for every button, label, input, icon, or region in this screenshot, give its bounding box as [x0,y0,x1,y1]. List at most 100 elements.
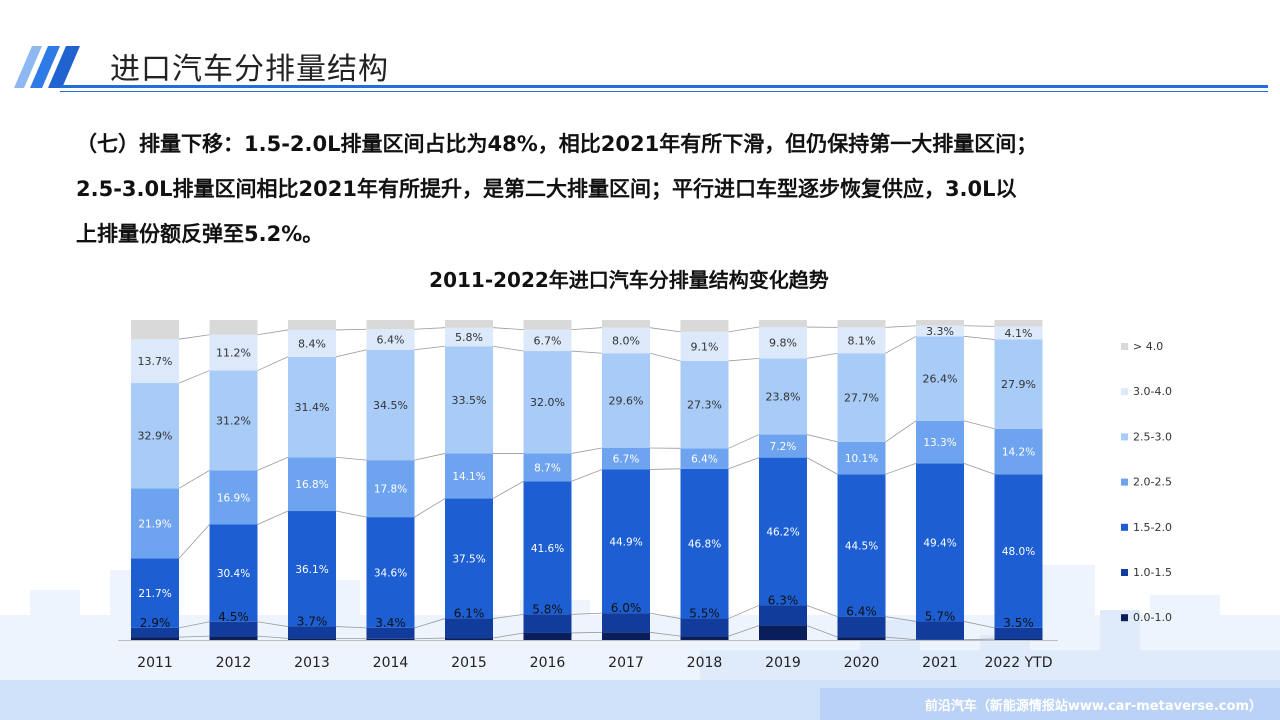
summary-line-1: （七）排量下移：1.5-2.0L排量区间占比为48%，相比2021年有所下滑，但… [76,132,1038,156]
data-labels: 2.9% 21.7% 21.9% 32.9% 13.7% 4.5% 30.4% 16.9% 31… [138,325,1036,630]
bar-segment [445,453,493,499]
data-label: 3.3% [926,325,954,338]
bar-segment [759,327,807,359]
data-label: 49.4% [923,537,956,549]
bar-segment [445,327,493,347]
connector-line [335,349,367,358]
bar-segment [602,448,650,470]
bar-segment [680,360,729,449]
connector-line [257,635,289,639]
bar-segment [445,618,493,639]
connector-line [649,352,681,362]
connector-line [414,498,446,518]
connector-line [885,325,917,328]
data-label: 5.8% [455,331,483,344]
connector-line [492,480,524,499]
bar-segment [759,434,807,458]
bar-segment [837,474,886,617]
x-tick-label: 2016 [530,655,566,671]
data-label: 6.7% [613,454,640,466]
connector-line [963,462,995,475]
connector-line [885,335,917,354]
legend-swatch [1121,569,1128,576]
header-rule-thin [60,91,1268,92]
bar-segment [288,638,336,640]
connector-line [178,524,210,559]
data-label: 27.7% [844,392,879,405]
data-label: 21.7% [138,588,171,600]
data-label: 5.8% [532,602,563,616]
data-label: 8.4% [298,337,326,350]
data-label: 21.9% [138,518,171,530]
connector-line [178,470,210,489]
bar-segment [602,613,650,633]
connector-line [806,434,838,443]
connector-line [728,625,760,637]
summary-line-3: 上排量份额反弹至5.2%。 [76,222,324,246]
bar-segment [602,353,650,448]
data-label: 6.4% [691,454,718,466]
connector-line [414,453,446,461]
connector-line [414,637,446,640]
bar-segment [759,605,807,626]
connector-line [728,434,760,449]
data-label: 6.0% [611,601,642,615]
bar-segment [837,353,886,442]
connector-line [335,456,367,461]
connector-line [649,468,681,470]
bar-segment [288,320,336,330]
bar-segment [209,470,258,525]
connector-line [257,329,289,336]
connector-line [963,420,995,430]
bar-segment [209,320,258,335]
connector-line [571,612,603,615]
bar-segment [445,498,493,619]
data-label: 13.7% [138,355,173,368]
connector-line [178,334,210,340]
data-label: 48.0% [1002,546,1035,558]
connector-line [414,345,446,351]
chart-legend: > 4.0 3.0-4.0 2.5-3.0 2.0-2.5 1.5-2.0 1.0-1.5… [1121,340,1172,624]
bar-segment [131,383,179,489]
connector-line [885,462,917,475]
bar-segment [680,320,729,332]
bar-segment [366,460,415,518]
bar-segment [209,334,258,371]
bar-segment [680,331,729,361]
data-label: 33.5% [452,394,487,407]
bar-segment [837,320,886,328]
data-label: 44.5% [845,540,878,552]
bar-segment [916,325,964,337]
data-label: 36.1% [295,564,328,576]
bar-segment [602,469,650,614]
bar-segment [994,428,1043,475]
legend-label: > 4.0 [1133,340,1163,353]
connector-line [728,605,760,619]
bar-segment [209,370,258,471]
bar-segment [523,453,572,482]
connector-line [492,327,524,330]
bar-segment [366,320,415,330]
data-label: 27.9% [1001,378,1036,391]
legend-label: 1.0-1.5 [1133,566,1172,579]
legend-swatch [1121,433,1128,441]
data-label: 10.1% [845,453,878,465]
data-label: 44.9% [609,536,642,548]
connector-line [885,636,917,641]
bar-segment [445,638,493,640]
bar-segment [916,463,964,622]
data-label: 34.6% [374,567,407,579]
connector-line [257,621,289,627]
bar-segment [288,511,336,627]
data-label: 9.8% [769,337,797,350]
bar-segment [288,457,336,512]
connector-line [178,370,210,384]
legend-label: 2.0-2.5 [1133,476,1172,489]
legend-swatch [1121,523,1128,531]
bar-segment [759,358,807,435]
data-label: 5.5% [689,607,720,621]
bar-segment [209,636,258,640]
connector-line [571,631,603,634]
data-label: 32.0% [530,396,565,409]
connector-line [571,327,603,330]
